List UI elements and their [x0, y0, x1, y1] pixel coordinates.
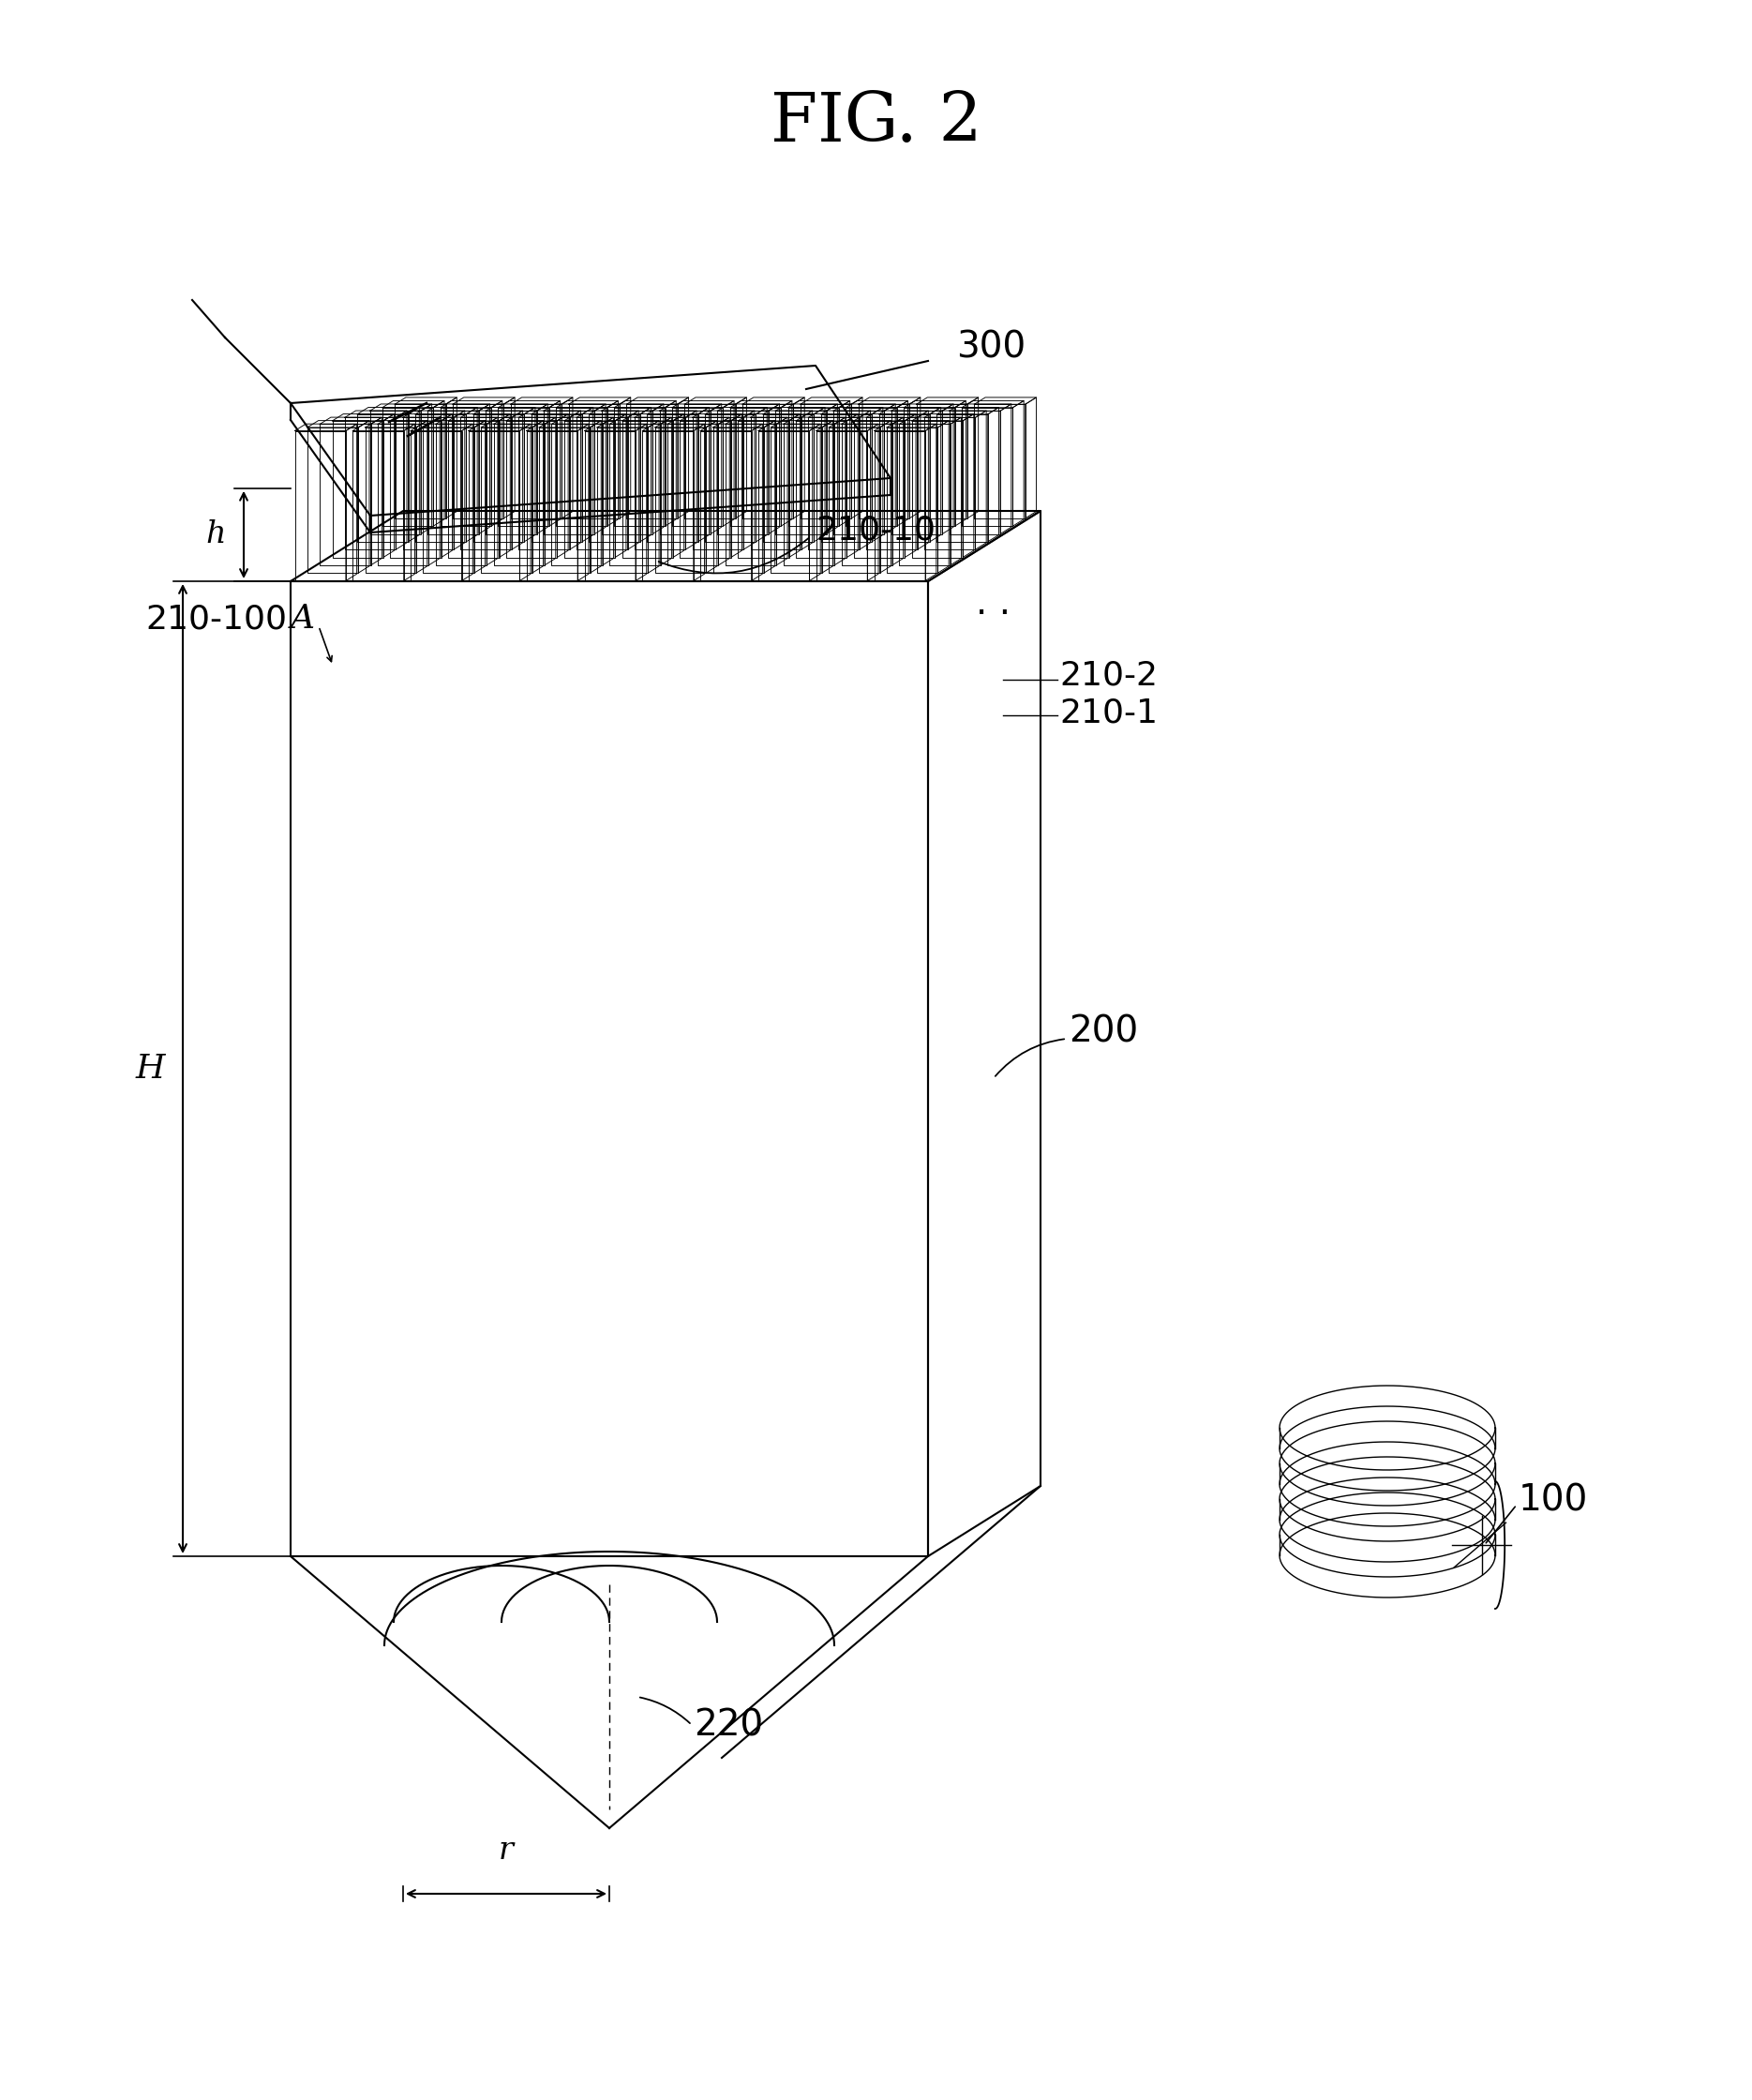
Text: FIG. 2: FIG. 2 — [771, 88, 983, 155]
Text: 220: 220 — [694, 1707, 764, 1743]
Text: A: A — [291, 603, 315, 634]
Text: h: h — [205, 519, 226, 550]
Text: 100: 100 — [1519, 1483, 1589, 1518]
Text: · ·: · · — [976, 596, 1011, 632]
Text: 210-100: 210-100 — [145, 603, 287, 634]
Text: 210-1: 210-1 — [1060, 697, 1158, 729]
Text: 210-2: 210-2 — [1060, 659, 1158, 691]
Text: 200: 200 — [1069, 1014, 1139, 1050]
Text: H: H — [135, 1052, 165, 1086]
Text: 210-10: 210-10 — [815, 514, 936, 546]
Text: 300: 300 — [957, 330, 1025, 365]
Text: r: r — [499, 1835, 513, 1865]
